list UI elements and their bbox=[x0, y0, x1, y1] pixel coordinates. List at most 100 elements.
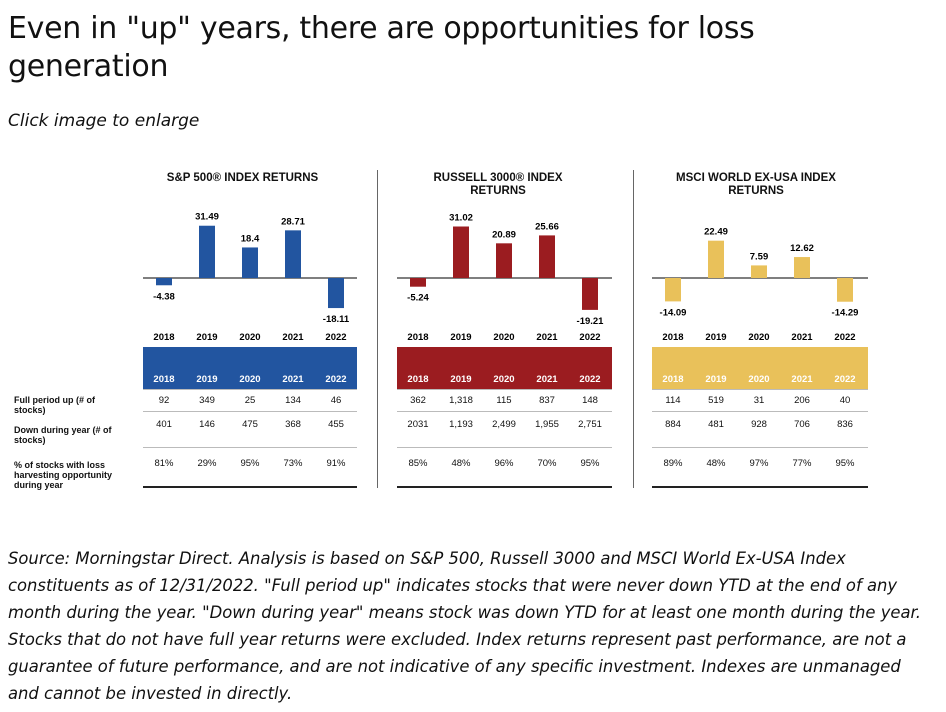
table-cell: 455 bbox=[328, 419, 344, 430]
table-header-year: 2020 bbox=[748, 374, 770, 385]
table-cell: 368 bbox=[285, 419, 301, 430]
table-cell: 48% bbox=[706, 458, 726, 469]
table-cell: 206 bbox=[794, 395, 810, 406]
bar-2019 bbox=[708, 240, 724, 278]
table-cell: 85% bbox=[408, 458, 428, 469]
bar-value-label: 28.71 bbox=[281, 216, 305, 227]
table-cell: 519 bbox=[708, 395, 724, 406]
panel-title-russell3000: RUSSELL 3000® INDEX RETURNS bbox=[433, 172, 563, 197]
table-cell: 1,955 bbox=[535, 419, 559, 430]
bar-2018 bbox=[410, 278, 426, 287]
table-cell: 2,751 bbox=[578, 419, 602, 430]
table-header-band bbox=[143, 347, 357, 389]
year-tick-label: 2019 bbox=[450, 332, 471, 343]
bar-2022 bbox=[837, 278, 853, 302]
table-header-year: 2020 bbox=[493, 374, 515, 385]
year-tick-label: 2020 bbox=[493, 332, 514, 343]
table-rule bbox=[397, 389, 612, 390]
bar-value-label: 20.89 bbox=[492, 229, 516, 240]
table-cell: 70% bbox=[537, 458, 557, 469]
panel-divider bbox=[633, 170, 634, 488]
table-rule bbox=[397, 486, 612, 488]
table-header-year: 2021 bbox=[282, 374, 304, 385]
table-cell: 2,499 bbox=[492, 419, 516, 430]
bar-value-label: -14.09 bbox=[660, 307, 687, 318]
table-cell: 481 bbox=[708, 419, 724, 430]
bar-2021 bbox=[794, 257, 810, 278]
bar-2021 bbox=[285, 230, 301, 278]
table-header-year: 2022 bbox=[579, 374, 601, 385]
table-cell: 25 bbox=[244, 395, 256, 406]
bar-2019 bbox=[453, 226, 469, 278]
bar-2018 bbox=[156, 278, 172, 286]
table-rule bbox=[397, 411, 612, 412]
enlarge-hint[interactable]: Click image to enlarge bbox=[8, 111, 200, 131]
year-tick-label: 2022 bbox=[579, 332, 600, 343]
table-cell: 1,193 bbox=[449, 419, 473, 430]
table-cell: 401 bbox=[156, 419, 172, 430]
table-header-year: 2018 bbox=[153, 374, 175, 385]
table-cell: 48% bbox=[451, 458, 471, 469]
year-tick-label: 2020 bbox=[239, 332, 260, 343]
table-cell: 362 bbox=[410, 395, 426, 406]
table-cell: 148 bbox=[582, 395, 598, 406]
bar-value-label: 7.59 bbox=[750, 251, 769, 262]
table-rule bbox=[652, 486, 868, 488]
table-rule bbox=[652, 447, 868, 448]
table-cell: 836 bbox=[837, 419, 853, 430]
table-cell: 29% bbox=[197, 458, 217, 469]
table-header-year: 2020 bbox=[239, 374, 261, 385]
table-rule bbox=[652, 411, 868, 412]
bar-value-label: -4.38 bbox=[153, 291, 175, 302]
bar-value-label: 22.49 bbox=[704, 227, 728, 238]
table-cell: 1,318 bbox=[449, 395, 473, 406]
bar-2020 bbox=[496, 243, 512, 278]
table-cell: 81% bbox=[154, 458, 174, 469]
year-tick-label: 2021 bbox=[282, 332, 304, 343]
table-header-year: 2019 bbox=[705, 374, 727, 385]
bar-value-label: -19.21 bbox=[577, 316, 605, 327]
year-tick-label: 2018 bbox=[153, 332, 174, 343]
table-header-year: 2022 bbox=[325, 374, 347, 385]
bar-2021 bbox=[539, 235, 555, 278]
bar-value-label: 31.49 bbox=[195, 212, 219, 223]
bar-2019 bbox=[199, 225, 215, 278]
year-tick-label: 2021 bbox=[536, 332, 558, 343]
bar-value-label: -14.29 bbox=[832, 308, 859, 319]
table-cell: 77% bbox=[792, 458, 812, 469]
table-cell: 96% bbox=[494, 458, 514, 469]
table-rule bbox=[143, 486, 357, 488]
bar-2020 bbox=[242, 247, 258, 278]
table-cell: 114 bbox=[665, 395, 681, 406]
table-rule bbox=[652, 389, 868, 390]
table-cell: 706 bbox=[794, 419, 810, 430]
panel-title-sp500: S&P 500® INDEX RETURNS bbox=[166, 172, 319, 184]
row-label-down-during-year: Down during year (# of stocks) bbox=[14, 425, 112, 445]
row-label-pct-loss-harvesting: % of stocks with loss harvesting opportu… bbox=[14, 460, 113, 490]
table-header-year: 2018 bbox=[662, 374, 684, 385]
row-label-full-period-up: Full period up (# of stocks) bbox=[14, 395, 95, 415]
table-cell: 40 bbox=[839, 395, 851, 406]
table-cell: 2031 bbox=[407, 419, 429, 430]
page-title: Even in "up" years, there are opportunit… bbox=[8, 11, 755, 84]
table-cell: 95% bbox=[580, 458, 600, 469]
year-tick-label: 2018 bbox=[407, 332, 428, 343]
year-tick-label: 2022 bbox=[834, 332, 855, 343]
bar-2020 bbox=[751, 265, 767, 278]
table-header-year: 2018 bbox=[407, 374, 429, 385]
bar-2022 bbox=[328, 278, 344, 309]
table-cell: 91% bbox=[326, 458, 346, 469]
year-tick-label: 2019 bbox=[705, 332, 726, 343]
table-cell: 349 bbox=[199, 395, 215, 406]
year-tick-label: 2020 bbox=[748, 332, 769, 343]
table-cell: 92 bbox=[158, 395, 170, 406]
table-rule bbox=[397, 447, 612, 448]
table-header-year: 2021 bbox=[536, 374, 558, 385]
table-cell: 89% bbox=[663, 458, 683, 469]
table-header-year: 2019 bbox=[196, 374, 218, 385]
table-rule bbox=[143, 447, 357, 448]
table-cell: 134 bbox=[285, 395, 301, 406]
bar-value-label: 18.4 bbox=[241, 233, 260, 244]
table-cell: 31 bbox=[753, 395, 765, 406]
